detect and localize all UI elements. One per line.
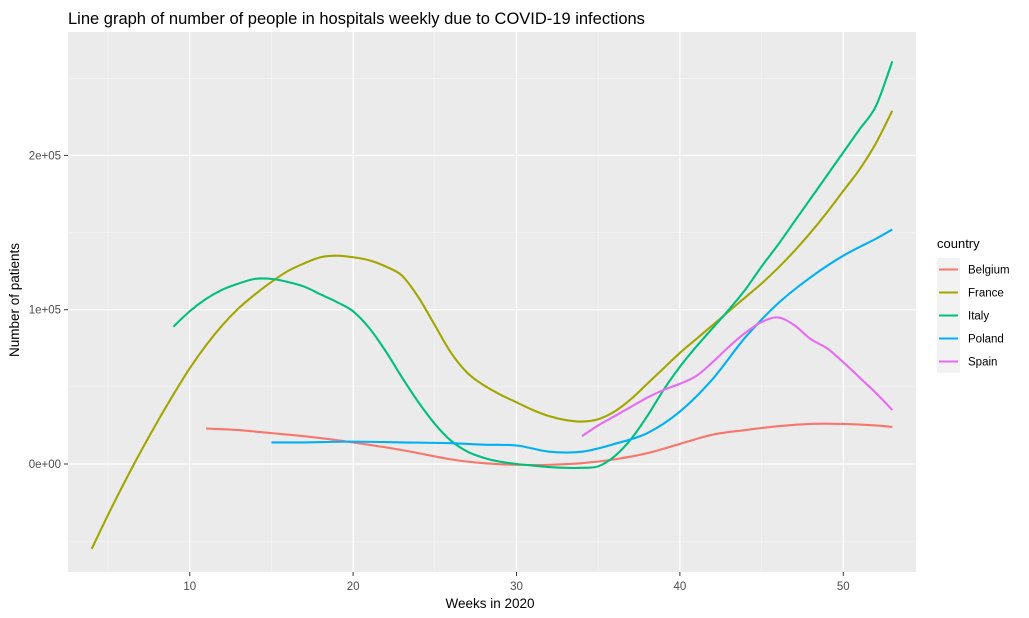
legend-item-italy: Italy bbox=[937, 304, 989, 327]
legend-item-spain: Spain bbox=[937, 350, 997, 373]
grid-minor bbox=[68, 32, 916, 572]
series-line-france bbox=[90, 110, 894, 550]
legend-label: Belgium bbox=[968, 265, 1010, 277]
x-tick-label: 30 bbox=[510, 581, 523, 593]
grid-major bbox=[68, 32, 916, 572]
series-lines bbox=[90, 60, 894, 550]
y-tick-label: 1e+05 bbox=[29, 305, 61, 317]
chart-title: Line graph of number of people in hospit… bbox=[68, 10, 645, 28]
legend-item-poland: Poland bbox=[937, 327, 1004, 350]
series-line-poland bbox=[271, 228, 893, 454]
plot-panel bbox=[68, 32, 916, 572]
y-tick-label: 2e+05 bbox=[29, 150, 61, 162]
x-axis: 10 20 30 40 50 bbox=[183, 572, 850, 593]
y-axis-title: Number of patients bbox=[7, 243, 22, 357]
series-line-italy bbox=[172, 60, 894, 470]
legend-label: France bbox=[968, 288, 1004, 300]
x-tick-label: 10 bbox=[183, 581, 196, 593]
y-tick-label: 0e+00 bbox=[29, 459, 61, 471]
x-tick-label: 50 bbox=[837, 581, 850, 593]
legend-item-france: France bbox=[937, 281, 1004, 304]
series-line-belgium bbox=[206, 422, 893, 467]
legend-items: Belgium France Italy Poland Spain bbox=[937, 258, 1010, 373]
legend-item-belgium: Belgium bbox=[937, 258, 1010, 281]
legend-title: country bbox=[937, 236, 980, 251]
legend: country Belgium France Italy Poland Spain bbox=[937, 236, 1010, 373]
x-tick-label: 40 bbox=[674, 581, 687, 593]
x-axis-title: Weeks in 2020 bbox=[445, 596, 534, 611]
series-line-spain bbox=[581, 316, 894, 438]
y-axis: 0e+00 1e+05 2e+05 bbox=[29, 150, 68, 471]
legend-label: Spain bbox=[968, 357, 997, 369]
x-tick-label: 20 bbox=[347, 581, 360, 593]
legend-label: Italy bbox=[968, 311, 989, 323]
legend-label: Poland bbox=[968, 334, 1004, 346]
